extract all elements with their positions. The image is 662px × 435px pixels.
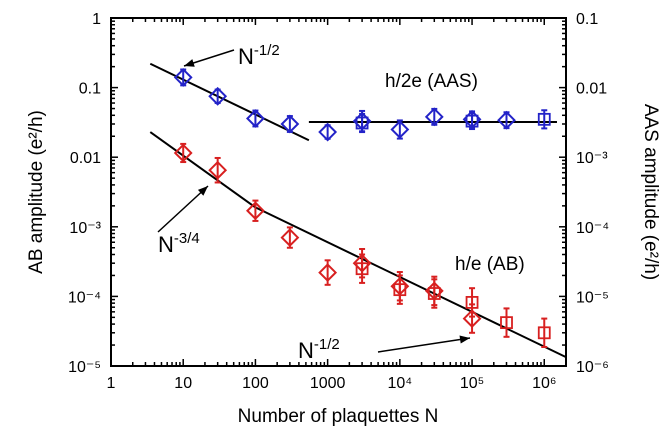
legend-aas: h/2e (AAS) bbox=[385, 71, 478, 92]
arrow-head bbox=[459, 335, 470, 344]
y-tick-label-left: 1 bbox=[92, 11, 101, 28]
data-point-diamond bbox=[208, 160, 228, 180]
data-point-diamond bbox=[246, 109, 265, 128]
fit-line bbox=[254, 206, 567, 359]
y-axis-label-right: AAS amplitude (e²/h) bbox=[640, 104, 661, 280]
y-tick-label-right: 10⁻⁴ bbox=[576, 220, 609, 237]
data-point-diamond bbox=[462, 309, 482, 328]
data-point-diamond bbox=[390, 120, 410, 139]
data-point-diamond bbox=[280, 228, 300, 247]
data-point-square bbox=[465, 114, 479, 128]
data-point-square bbox=[500, 316, 513, 330]
data-point-square bbox=[393, 283, 407, 297]
x-tick-label: 1 bbox=[107, 375, 116, 392]
data-point-diamond bbox=[497, 110, 516, 130]
data-point-square bbox=[355, 262, 369, 276]
y-tick-label-left: 0.01 bbox=[70, 150, 101, 167]
data-point-diamond bbox=[280, 114, 300, 134]
annotation-base: N bbox=[298, 338, 314, 363]
data-point-diamond bbox=[173, 68, 193, 87]
x-axis-label: Number of plaquettes N bbox=[238, 406, 439, 427]
annotation-exponent: -1/2 bbox=[254, 42, 280, 59]
data-point-diamond bbox=[173, 143, 193, 163]
y-axis-label-left: AB amplitude (e²/h) bbox=[26, 110, 47, 274]
data-point-square bbox=[537, 326, 551, 340]
y-tick-label-right: 10⁻⁶ bbox=[576, 359, 609, 376]
y-tick-label-right: 0.01 bbox=[576, 81, 607, 98]
y-tick-label-left: 10⁻³ bbox=[69, 220, 101, 237]
annotation-n-minus-half-top: N-1/2 bbox=[238, 42, 280, 69]
arrow-shaft bbox=[377, 337, 471, 353]
y-tick-label-left: 0.1 bbox=[79, 81, 101, 98]
x-tick-label: 10⁵ bbox=[460, 375, 484, 392]
y-tick-label-left: 10⁻⁴ bbox=[68, 289, 101, 306]
y-tick-label-right: 10⁻³ bbox=[576, 150, 608, 167]
plot-frame bbox=[110, 17, 567, 367]
x-tick-label: 10⁴ bbox=[388, 375, 413, 392]
data-point-diamond bbox=[246, 201, 265, 221]
fit-line bbox=[149, 131, 257, 209]
y-tick-label-right: 10⁻⁵ bbox=[576, 289, 609, 306]
arrow-shaft bbox=[157, 185, 209, 233]
arrow-head bbox=[184, 59, 195, 67]
annotation-arrows bbox=[157, 49, 471, 353]
data-point-diamond bbox=[318, 122, 338, 142]
data-point-diamond bbox=[318, 263, 338, 282]
data-point-square bbox=[537, 112, 551, 126]
fit-line bbox=[149, 62, 310, 142]
annotation-base: N bbox=[238, 44, 254, 69]
x-tick-label: 10⁶ bbox=[532, 375, 556, 392]
annotation-n-minus-three-quarters: N-3/4 bbox=[158, 230, 200, 257]
data-point-diamond bbox=[208, 86, 228, 106]
annotation-exponent: -1/2 bbox=[314, 336, 340, 353]
axis-ticks: 1 10 100 1000 10⁴ 10⁵ 10⁶ 1 0.1 0.01 10⁻³ 10⁻⁴ 10⁻⁵ 0… bbox=[68, 11, 609, 392]
x-tick-label: 10 bbox=[174, 375, 192, 392]
data-marks bbox=[173, 68, 551, 348]
arrow-head bbox=[197, 186, 208, 196]
x-tick-label: 100 bbox=[242, 375, 269, 392]
data-point-square bbox=[465, 295, 479, 309]
annotation-n-minus-half-bottom: N-1/2 bbox=[298, 336, 340, 363]
fit-lines bbox=[149, 62, 567, 359]
legend-ab: h/e (AB) bbox=[455, 254, 525, 275]
data-point-square bbox=[427, 287, 441, 300]
x-tick-label: 1000 bbox=[310, 375, 346, 392]
y-tick-label-left: 10⁻⁵ bbox=[68, 359, 101, 376]
data-point-diamond bbox=[424, 107, 444, 127]
data-point-square bbox=[355, 116, 369, 130]
annotation-exponent: -3/4 bbox=[174, 230, 200, 247]
annotation-base: N bbox=[158, 232, 174, 257]
y-tick-label-right: 0.1 bbox=[576, 11, 598, 28]
